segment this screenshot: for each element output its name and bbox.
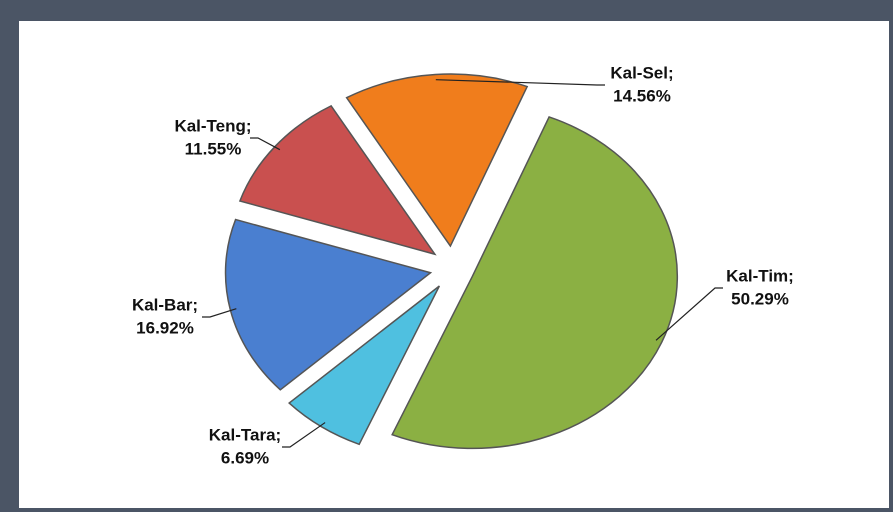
pie-slice [391,116,679,450]
slice-category: Kal-Teng; [174,116,251,135]
slice-category: Kal-Bar; [132,295,198,314]
pie-slice [288,285,441,446]
slice-value: 16.92% [136,318,194,337]
leader-line [435,79,605,86]
slice-category: Kal-Tara; [209,425,281,444]
slice-value: 11.55% [185,139,242,158]
slice-category: Kal-Tim; [726,266,794,285]
slice-category: Kal-Sel; [610,63,673,82]
leader-line [202,308,237,318]
leader-line [250,137,281,151]
slice-value: 14.56% [613,86,671,105]
leader-line [282,422,326,448]
leader-line [655,287,723,341]
slice-value: 6.69% [221,448,269,467]
pie-slice [224,218,433,391]
slice-value: 50.29% [731,289,789,308]
